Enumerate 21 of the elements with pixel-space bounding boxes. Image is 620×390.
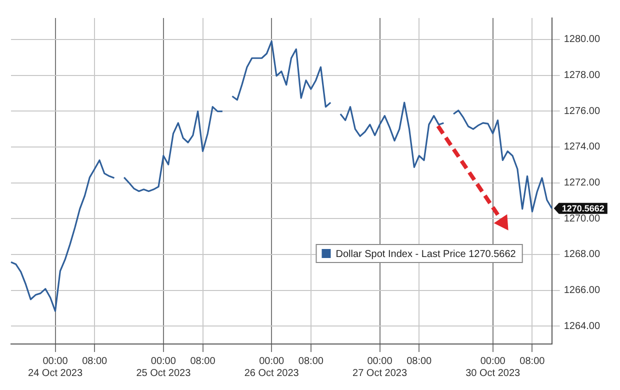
x-tick-label: 08:00 [298,356,324,367]
y-tick-label: 1276.00 [564,106,600,117]
x-tick-label: 00:00 26 Oct 2023 [244,356,300,379]
y-tick-label: 1274.00 [564,142,600,153]
x-tick-label: 00:00 24 Oct 2023 [28,356,83,379]
x-tick-label: 00:00 30 Oct 2023 [466,356,521,379]
text: 1270.5662 [562,203,604,214]
x-tick-label: 08:00 [406,356,432,367]
x-tick-label: 08:00 [82,356,108,367]
x-tick-label: 08:00 [520,356,546,367]
x-tick-label: 08:00 [190,356,216,367]
y-tick-label: 1270.00 [564,213,600,224]
x-tick-label: 00:00 25 Oct 2023 [136,356,192,379]
y-tick-label: 1266.00 [564,285,600,296]
y-tick-label: 1264.00 [564,320,600,332]
legend-label: Dollar Spot Index - Last Price 1270.5662 [336,248,516,260]
y-tick-label: 1278.00 [564,70,600,82]
x-tick-label: 00:00 27 Oct 2023 [352,356,408,379]
y-tick-label: 1280.00 [564,34,600,46]
y-tick-label: 1272.00 [564,178,600,189]
y-tick-label: 1268.00 [564,249,600,260]
